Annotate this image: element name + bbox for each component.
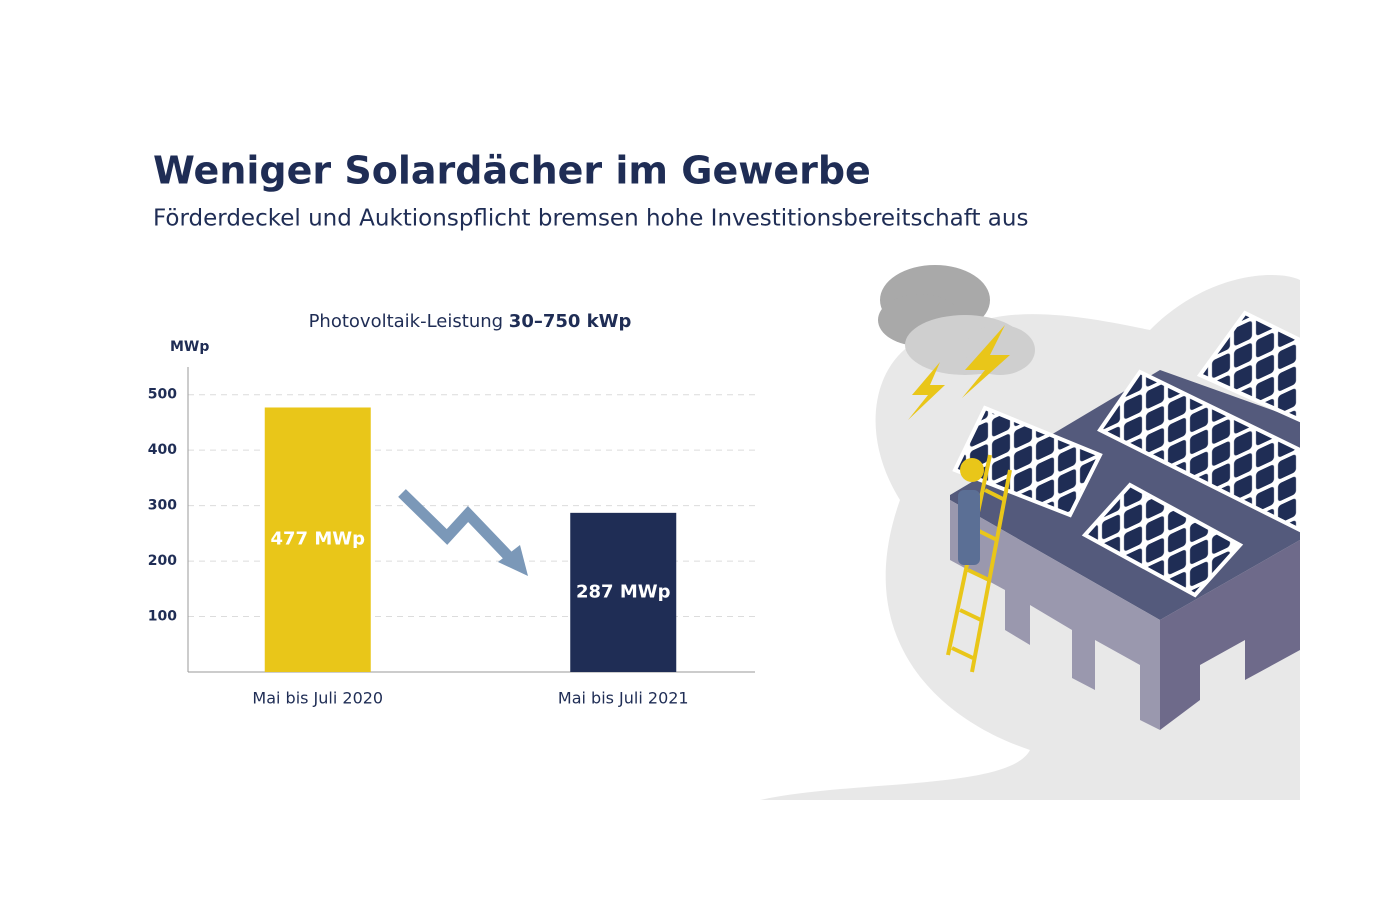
y-tick-label: 500 [148, 387, 177, 403]
illustration [760, 265, 1302, 800]
solar-panel [1081, 482, 1244, 598]
solar-panel [952, 405, 1103, 518]
lightning [962, 325, 1010, 398]
wall [1160, 540, 1300, 730]
worker-head [960, 458, 984, 482]
chart-title-text: Photovoltaik-Leistung [309, 311, 503, 332]
lightning [908, 362, 945, 420]
plot: 100 200 300 400 500 Mai bis Juli 2020 477 MWp M… [148, 367, 755, 708]
chart-title-emphasis: 30–750 kWp [509, 311, 632, 332]
y-tick-label: 100 [148, 609, 177, 625]
bar [570, 512, 677, 672]
value-label: 287 MWp [576, 581, 671, 602]
chart-title: Photovoltaik-Leistung 30–750 kWp [309, 311, 632, 332]
trend-arrow-head [498, 545, 528, 576]
x-tick-label: Mai bis Juli 2020 [252, 689, 383, 708]
y-axis-label: MWp [170, 339, 209, 355]
y-tick-label: 400 [148, 442, 177, 458]
wall [950, 500, 1160, 730]
y-tick-label: 300 [148, 498, 177, 514]
subtitle: Förderdeckel und Auktionspflicht bremsen… [153, 206, 1028, 232]
title: Weniger Solardächer im Gewerbe [153, 149, 871, 193]
solar-panel [1196, 310, 1302, 424]
worker [958, 490, 980, 565]
trend-arrow [398, 489, 516, 564]
bar [264, 407, 371, 672]
solar-panel [1097, 369, 1302, 534]
y-tick-label: 200 [148, 553, 177, 569]
x-tick-label: Mai bis Juli 2021 [558, 689, 689, 708]
value-label: 477 MWp [271, 529, 366, 550]
